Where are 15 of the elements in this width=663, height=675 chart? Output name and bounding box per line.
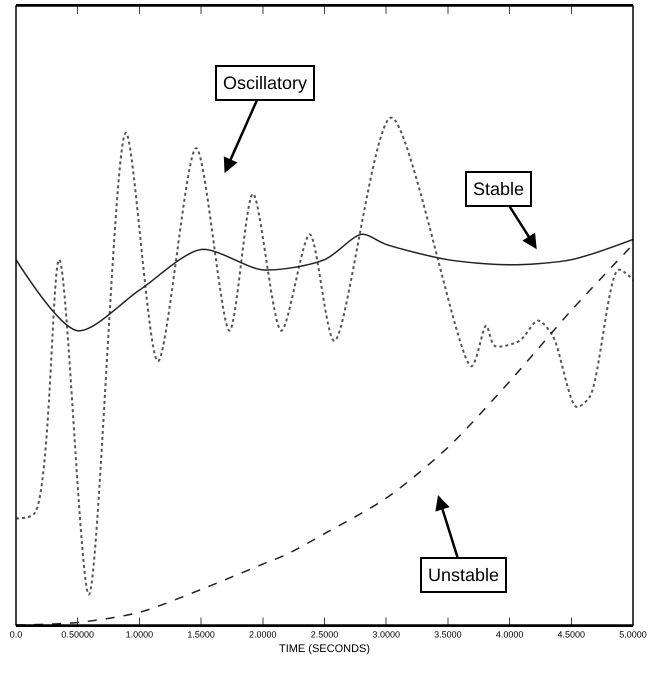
x-tick-label: 4.0000 [496, 630, 524, 640]
x-tick-label: 0.50000 [61, 630, 94, 640]
annotation: Stable [473, 179, 524, 199]
annotation: Unstable [428, 565, 500, 585]
x-tick-label: 1.0000 [126, 630, 154, 640]
x-tick-label: 1.5000 [187, 630, 215, 640]
x-tick-label: 4.5000 [558, 630, 586, 640]
x-tick-label: 3.0000 [372, 630, 400, 640]
x-axis-title: TIME (SECONDS) [278, 643, 370, 656]
x-tick-label: 3.5000 [434, 630, 462, 640]
x-tick-label: 2.5000 [310, 630, 338, 640]
x-tick-label: 0.0 [10, 630, 22, 640]
text: Oscillatory [223, 73, 308, 93]
x-tick-label: 2.0000 [249, 630, 277, 640]
x-tick-label: 5.0000 [619, 630, 647, 640]
